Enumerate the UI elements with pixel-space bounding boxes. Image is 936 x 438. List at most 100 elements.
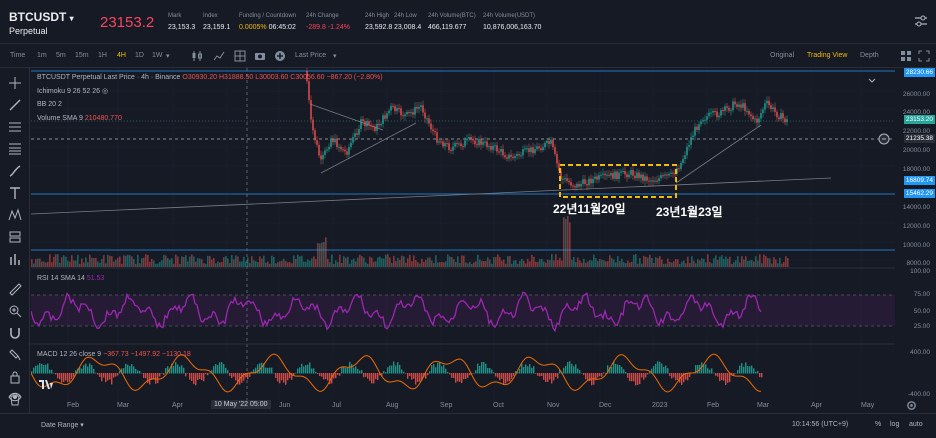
- log-toggle[interactable]: log: [890, 421, 900, 428]
- candle-body: [580, 183, 582, 187]
- measure-icon[interactable]: [8, 252, 22, 266]
- volume-bar: [461, 255, 463, 267]
- alarm-add-icon[interactable]: [878, 133, 890, 145]
- tf-15m[interactable]: 15m: [75, 52, 89, 59]
- histogram-bar: [715, 373, 717, 376]
- time-label: Mar: [757, 402, 770, 409]
- volume-bar: [407, 258, 409, 267]
- stay-drawing-icon[interactable]: [8, 348, 22, 362]
- horizontal-lines-icon[interactable]: [8, 120, 22, 134]
- histogram-bar: [393, 361, 395, 374]
- candle-body: [652, 180, 654, 182]
- candle-type-icon[interactable]: [191, 50, 203, 62]
- volume-bar: [369, 256, 371, 267]
- view-original[interactable]: Original: [770, 52, 795, 59]
- candle-body: [562, 178, 564, 180]
- chevron-down-icon[interactable]: [866, 75, 878, 87]
- candle-body: [444, 143, 446, 147]
- candle-body: [450, 149, 452, 151]
- brush-icon[interactable]: [8, 164, 22, 178]
- candle-body: [494, 145, 496, 147]
- camera-icon[interactable]: [254, 50, 266, 62]
- volume-bar: [329, 262, 331, 267]
- pattern-icon[interactable]: [8, 208, 22, 222]
- candle-body: [784, 118, 786, 123]
- fib-icon[interactable]: [8, 142, 22, 156]
- tf-time[interactable]: Time: [10, 52, 26, 59]
- volume-bar: [235, 255, 237, 267]
- view-trading-view[interactable]: Trading View: [807, 52, 848, 59]
- trend-line-icon[interactable]: [8, 98, 22, 112]
- candle-body: [554, 147, 556, 154]
- magnet-icon[interactable]: [8, 326, 22, 340]
- tf-1m[interactable]: 1m: [37, 52, 47, 59]
- candle-body: [486, 141, 488, 148]
- volume-bar: [597, 260, 599, 267]
- settings-sliders-icon[interactable]: [914, 14, 928, 28]
- volume-bar: [389, 257, 391, 267]
- lock-icon[interactable]: [8, 370, 22, 384]
- layout-icon[interactable]: [234, 50, 246, 62]
- price-axis[interactable]: 26000.00 24000.00 22000.00 20000.00 1800…: [895, 68, 936, 413]
- histogram-bar: [665, 365, 667, 374]
- volume-bar: [589, 260, 591, 267]
- zoom-in-icon[interactable]: [8, 304, 22, 318]
- trash-icon[interactable]: [8, 392, 22, 406]
- histogram-bar: [425, 373, 427, 379]
- legend-rsi[interactable]: RSI 14 SMA 14 51.53: [37, 275, 105, 282]
- histogram-bar: [285, 373, 287, 385]
- legend-bb[interactable]: BB 20 2: [37, 101, 62, 108]
- chevron-down-icon[interactable]: ▾: [333, 53, 337, 60]
- auto-toggle[interactable]: auto: [909, 421, 923, 428]
- volume-bar: [493, 257, 495, 267]
- tf-1w[interactable]: 1W: [152, 52, 163, 59]
- tf-5m[interactable]: 5m: [56, 52, 66, 59]
- histogram-bar: [321, 373, 323, 377]
- histogram-bar: [137, 370, 139, 374]
- volume-bar: [201, 259, 203, 267]
- volume-bar: [455, 262, 457, 267]
- histogram-bar: [73, 373, 75, 377]
- volume-bar: [671, 262, 673, 267]
- histogram-bar: [531, 367, 533, 374]
- histogram-bar: [487, 368, 489, 374]
- view-depth[interactable]: Depth: [860, 52, 879, 59]
- projection-icon[interactable]: [8, 230, 22, 244]
- histogram-bar: [219, 362, 221, 374]
- gear-icon[interactable]: [906, 400, 917, 411]
- legend-macd[interactable]: MACD 12 26 close 9 −367.73 −1497.92 −113…: [37, 351, 191, 358]
- volume-bar: [515, 260, 517, 267]
- histogram-bar: [695, 365, 697, 374]
- chevron-down-icon[interactable]: ▾: [166, 53, 170, 60]
- candle-body: [368, 121, 370, 126]
- price-label: 12000.00: [902, 223, 930, 230]
- add-icon[interactable]: [274, 50, 286, 62]
- tf-1d[interactable]: 1D: [135, 52, 144, 59]
- eye-off-icon[interactable]: ◎: [102, 88, 109, 95]
- candle-body: [408, 111, 410, 113]
- legend-ichimoku[interactable]: Ichimoku 9 26 52 26 ◎: [37, 88, 109, 95]
- text-icon[interactable]: [8, 186, 22, 200]
- candle-body: [646, 176, 648, 181]
- volume-bar: [565, 218, 567, 267]
- volume-bar: [551, 254, 553, 267]
- legend-volume[interactable]: Volume SMA 9 210480.770: [37, 115, 122, 122]
- histogram-bar: [575, 364, 577, 374]
- grid-settings-icon[interactable]: [900, 50, 912, 62]
- fullscreen-icon[interactable]: [918, 50, 930, 62]
- last-price-button[interactable]: Last Price: [295, 52, 327, 59]
- symbol-selector[interactable]: BTCUSDT ▾: [9, 10, 74, 24]
- tf-4h[interactable]: 4H: [117, 52, 126, 59]
- volume-bar: [549, 260, 551, 267]
- date-range-button[interactable]: Date Range ▾: [41, 422, 84, 429]
- time-label: Jun: [279, 402, 291, 409]
- percent-toggle[interactable]: %: [875, 421, 882, 428]
- ruler-icon[interactable]: [8, 282, 22, 296]
- crosshair-icon[interactable]: [8, 76, 22, 90]
- candlestick-chart[interactable]: [31, 68, 895, 413]
- volume-bar: [761, 263, 763, 267]
- histogram-bar: [133, 366, 135, 374]
- indicators-icon[interactable]: [213, 50, 225, 62]
- tf-1h[interactable]: 1H: [98, 52, 107, 59]
- candle-body: [532, 147, 534, 154]
